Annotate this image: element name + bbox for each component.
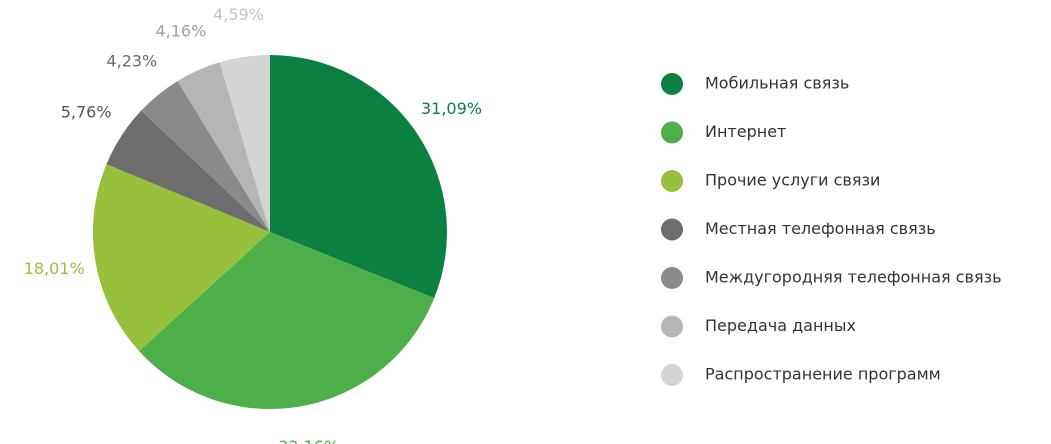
pie-slice	[92, 164, 270, 352]
legend-label: Интернет	[705, 122, 786, 141]
legend-marker	[661, 364, 683, 386]
legend-label: Мобильная связь	[705, 74, 849, 93]
pie-slice	[219, 55, 270, 232]
pie-slice	[139, 232, 435, 409]
pie-slice	[270, 55, 447, 299]
legend-marker	[661, 315, 683, 338]
data-label: 4,59%	[213, 5, 264, 24]
legend-label: Междугородняя телефонная связь	[705, 268, 1002, 287]
legend-marker	[661, 218, 683, 241]
legend: Мобильная связь Интернет Прочие услуги свя…	[661, 73, 1002, 386]
pie-slice	[106, 110, 270, 232]
legend-marker	[661, 170, 683, 192]
legend-label: Передача данных	[705, 316, 856, 335]
data-label: 4,16%	[155, 21, 206, 40]
legend-label: Местная телефонная связь	[705, 219, 936, 238]
data-label: 5,76%	[61, 103, 112, 122]
legend-label: Распространение программ	[705, 365, 941, 384]
data-label: 18,01%	[24, 259, 85, 278]
legend-marker	[661, 73, 683, 95]
pie-slice	[141, 81, 270, 232]
data-label: 4,23%	[106, 52, 157, 71]
legend-marker	[661, 121, 683, 144]
legend-label: Прочие услуги связи	[705, 171, 880, 190]
data-label: 31,09%	[421, 99, 482, 118]
legend-marker	[661, 267, 683, 289]
data-label: 32,16%	[278, 437, 339, 444]
pie-slice	[177, 62, 270, 232]
